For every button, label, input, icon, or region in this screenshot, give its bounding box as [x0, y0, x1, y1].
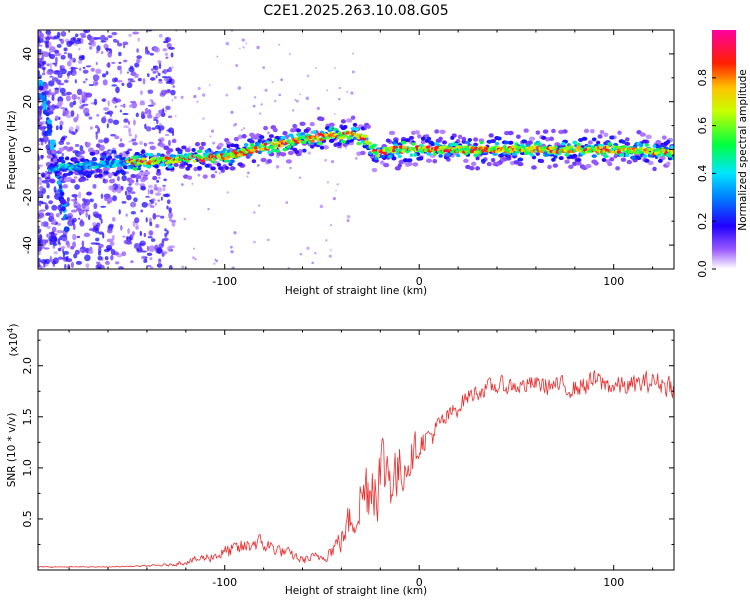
spectrogram-x-label: Height of straight line (km)	[285, 285, 427, 297]
snr-panel: -100 0 100 0.5 1.0 1.5 2.0 Height of str…	[6, 324, 675, 597]
snr-multiplier-exp: 4	[6, 328, 15, 333]
spectrogram-tick-x-2: 100	[603, 275, 624, 288]
snr-tick-x-1: 0	[416, 576, 423, 589]
snr-series-line	[38, 370, 674, 568]
snr-tick-x-0: -100	[212, 576, 237, 589]
spectrogram-panel: -100 0 100 -40 -20 0 20 40 Height of str…	[6, 29, 675, 297]
snr-y-label: SNR (10 * v/v)	[6, 413, 18, 488]
snr-multiplier: (x104)	[6, 324, 20, 357]
spectrogram-tick-y-2: 0	[21, 146, 34, 153]
snr-x-label: Height of straight line (km)	[285, 585, 427, 597]
snr-tick-y-1: 1.0	[21, 459, 34, 477]
snr-ticks	[38, 330, 674, 570]
snr-frame	[37, 329, 675, 571]
snr-tick-x-2: 100	[603, 576, 624, 589]
spectrogram-tick-x-0: -100	[212, 275, 237, 288]
colorbar-label: Normalized spectral amplitude	[737, 69, 749, 230]
colorbar-tick-3: 0.6	[696, 117, 709, 135]
snr-tick-y-3: 2.0	[21, 357, 34, 375]
spectrogram-y-label: Frequency (Hz)	[6, 110, 18, 189]
spectrogram-tick-y-1: -20	[21, 188, 34, 206]
snr-multiplier-close: )	[8, 324, 20, 328]
spectrogram-tick-x-1: 0	[416, 275, 423, 288]
snr-tick-y-2: 1.5	[21, 408, 34, 426]
spectrogram-noise	[38, 30, 358, 269]
colorbar: 0.0 0.2 0.4 0.6 0.8 Normalized spectral …	[696, 30, 749, 278]
snr-multiplier-base: (x10	[8, 333, 20, 357]
spectrogram-ticks	[38, 29, 674, 270]
spectrogram-tick-y-0: -40	[21, 236, 34, 254]
colorbar-tick-1: 0.2	[696, 212, 709, 230]
spectrogram-ridge	[46, 115, 674, 189]
colorbar-gradient	[712, 30, 736, 269]
figure-title: C2E1.2025.263.10.08.G05	[263, 3, 448, 19]
colorbar-tick-4: 0.8	[696, 69, 709, 87]
colorbar-ticks	[712, 77, 716, 270]
colorbar-tick-2: 0.4	[696, 165, 709, 183]
spectrogram-tick-y-3: 20	[21, 95, 34, 109]
snr-tick-y-0: 0.5	[21, 510, 34, 528]
colorbar-tick-0: 0.0	[696, 260, 709, 278]
spectrogram-heatmap	[38, 30, 674, 269]
spectrogram-tick-y-4: 40	[21, 47, 34, 61]
